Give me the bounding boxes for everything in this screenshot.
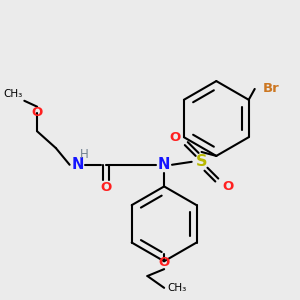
Text: O: O	[169, 131, 181, 144]
Text: O: O	[32, 106, 43, 119]
Text: O: O	[100, 181, 112, 194]
Text: H: H	[80, 148, 89, 161]
Text: CH₃: CH₃	[3, 89, 22, 99]
Text: N: N	[71, 157, 84, 172]
Text: Br: Br	[262, 82, 279, 95]
Text: S: S	[196, 154, 207, 169]
Text: O: O	[223, 180, 234, 193]
Text: CH₃: CH₃	[167, 283, 186, 293]
Text: O: O	[158, 256, 170, 269]
Text: N: N	[158, 157, 170, 172]
